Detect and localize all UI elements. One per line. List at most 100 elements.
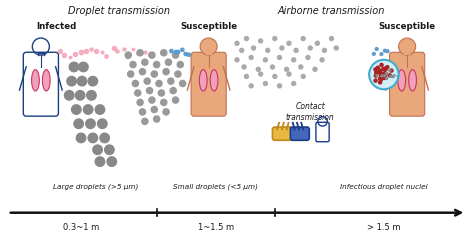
Circle shape: [374, 68, 377, 71]
Circle shape: [278, 84, 282, 88]
Circle shape: [392, 76, 394, 78]
Circle shape: [79, 62, 88, 72]
Circle shape: [292, 58, 296, 62]
Circle shape: [390, 69, 393, 72]
Circle shape: [380, 77, 383, 80]
Circle shape: [383, 49, 386, 52]
Circle shape: [184, 52, 187, 56]
Circle shape: [280, 46, 284, 50]
Circle shape: [320, 58, 324, 62]
Circle shape: [146, 88, 153, 94]
Circle shape: [125, 52, 131, 58]
Circle shape: [379, 69, 382, 72]
Circle shape: [149, 97, 155, 103]
Circle shape: [154, 116, 160, 122]
Text: Susceptible: Susceptible: [180, 21, 237, 30]
FancyBboxPatch shape: [291, 127, 310, 140]
Point: [114, 49, 121, 53]
Point: [110, 46, 118, 50]
Circle shape: [142, 118, 148, 124]
Point: [72, 52, 79, 56]
Circle shape: [187, 53, 191, 56]
Circle shape: [163, 69, 169, 75]
Circle shape: [64, 91, 74, 100]
Circle shape: [69, 62, 79, 72]
Circle shape: [175, 71, 181, 77]
Circle shape: [95, 157, 105, 166]
Point: [82, 49, 90, 53]
Circle shape: [315, 41, 319, 45]
Circle shape: [144, 78, 150, 84]
Circle shape: [176, 50, 180, 54]
Circle shape: [292, 82, 296, 85]
Point: [146, 53, 154, 56]
Circle shape: [67, 76, 76, 86]
Circle shape: [308, 46, 312, 50]
Circle shape: [278, 55, 282, 60]
Ellipse shape: [200, 70, 207, 91]
Ellipse shape: [409, 70, 417, 91]
Text: Airborne transmission: Airborne transmission: [278, 6, 385, 16]
Circle shape: [163, 109, 169, 115]
Circle shape: [88, 76, 98, 86]
Text: Contact
transmission: Contact transmission: [286, 102, 335, 122]
Circle shape: [173, 97, 179, 103]
Circle shape: [161, 99, 167, 105]
Circle shape: [380, 63, 383, 66]
Text: Large droplets (>5 μm): Large droplets (>5 μm): [53, 183, 138, 190]
Circle shape: [128, 71, 134, 77]
Circle shape: [334, 46, 338, 50]
Circle shape: [301, 74, 305, 78]
Circle shape: [379, 72, 382, 75]
Circle shape: [235, 58, 239, 62]
Circle shape: [132, 80, 138, 87]
Text: Infected: Infected: [36, 21, 76, 30]
Point: [141, 50, 149, 54]
Point: [57, 49, 64, 53]
Circle shape: [273, 37, 277, 40]
Point: [98, 50, 106, 54]
Circle shape: [83, 105, 93, 114]
Point: [77, 50, 85, 54]
Circle shape: [374, 74, 377, 77]
Circle shape: [154, 61, 160, 68]
Circle shape: [170, 88, 176, 94]
Circle shape: [390, 75, 392, 77]
Circle shape: [107, 157, 117, 166]
Circle shape: [86, 119, 95, 129]
Circle shape: [369, 60, 399, 89]
Circle shape: [380, 74, 383, 77]
Circle shape: [242, 65, 246, 69]
Circle shape: [177, 61, 183, 68]
Text: Infectious droplet nuclei: Infectious droplet nuclei: [340, 184, 428, 190]
Circle shape: [386, 66, 389, 69]
Circle shape: [389, 70, 391, 72]
Circle shape: [313, 67, 317, 71]
Point: [66, 55, 74, 59]
Circle shape: [382, 73, 385, 76]
Circle shape: [383, 68, 387, 71]
Circle shape: [384, 68, 387, 71]
Circle shape: [75, 91, 85, 100]
Text: Droplet transmission: Droplet transmission: [68, 6, 170, 16]
Circle shape: [161, 50, 167, 56]
Circle shape: [380, 53, 383, 55]
Circle shape: [180, 80, 186, 87]
FancyBboxPatch shape: [206, 52, 212, 55]
Circle shape: [376, 75, 378, 77]
Circle shape: [388, 74, 391, 77]
Circle shape: [375, 71, 378, 74]
Circle shape: [151, 71, 157, 77]
Circle shape: [301, 37, 305, 40]
Circle shape: [294, 48, 298, 52]
Circle shape: [329, 37, 334, 40]
Circle shape: [240, 48, 244, 52]
Circle shape: [386, 77, 388, 79]
FancyBboxPatch shape: [273, 127, 292, 140]
Text: 0.3~1 m: 0.3~1 m: [63, 223, 99, 232]
Circle shape: [149, 52, 155, 58]
Circle shape: [273, 74, 277, 78]
Circle shape: [245, 74, 248, 78]
Text: 1~1.5 m: 1~1.5 m: [198, 223, 234, 232]
Circle shape: [88, 133, 98, 143]
